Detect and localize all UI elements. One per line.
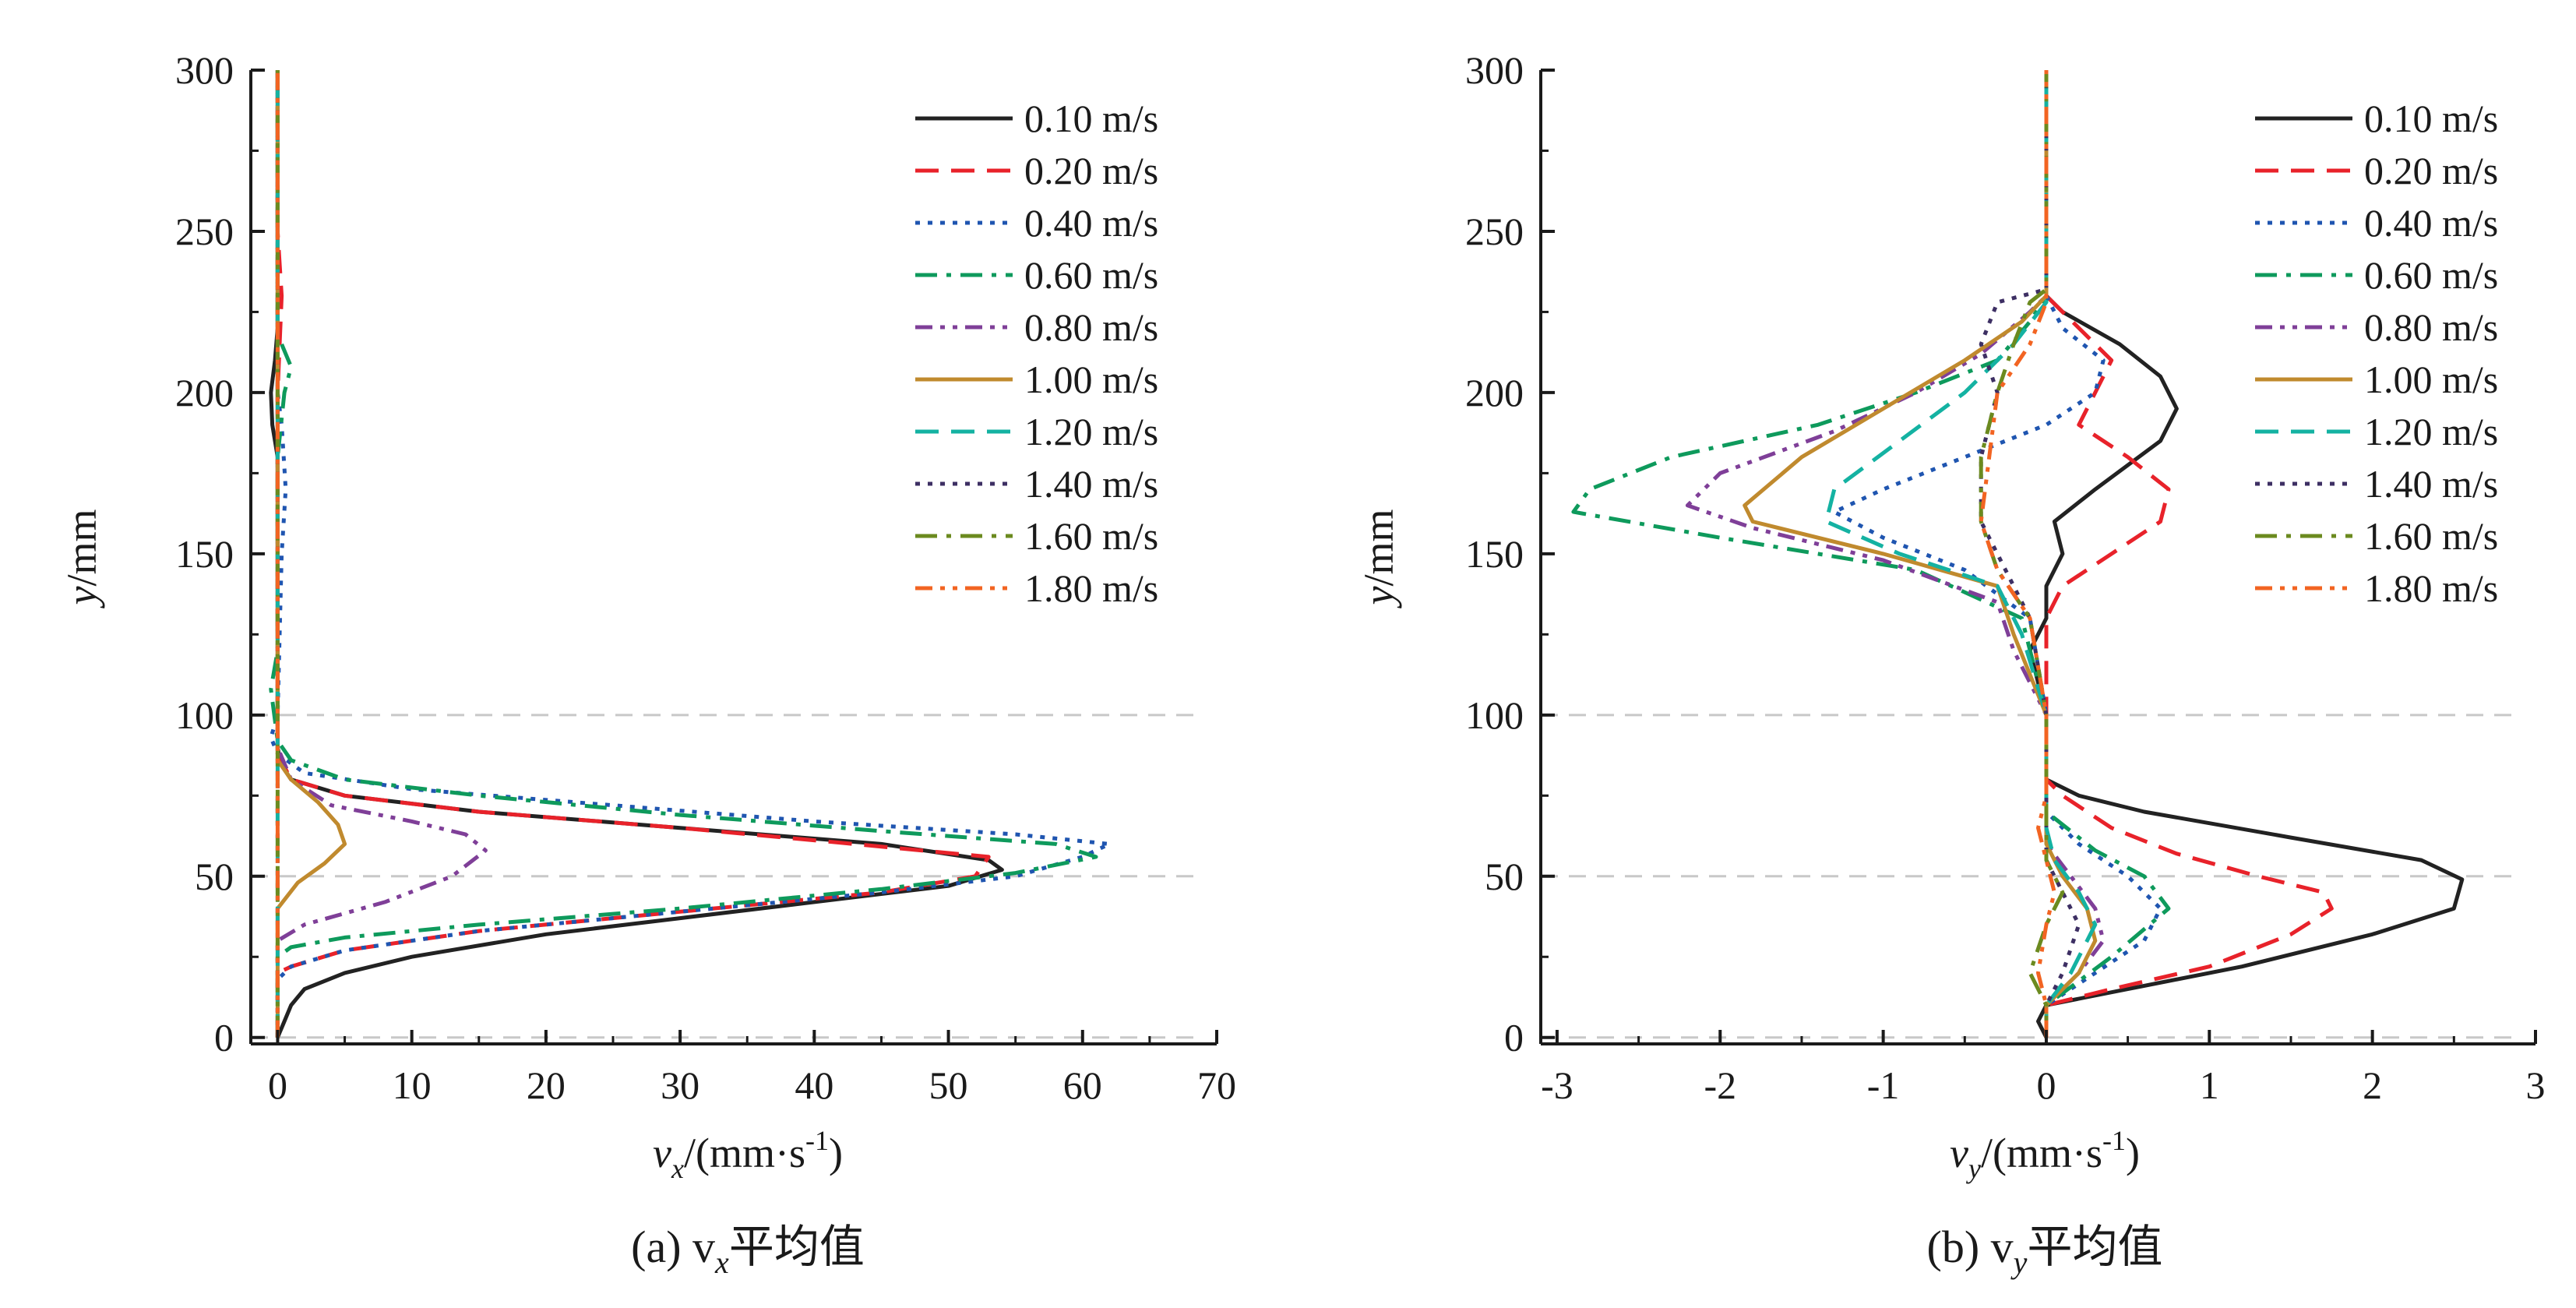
- x-tick-label: 20: [527, 1063, 566, 1107]
- legend-label: 0.20 m/s: [2364, 149, 2498, 192]
- y-tick-label: 0: [214, 1016, 234, 1059]
- x-axis-symbol: v: [1950, 1130, 1968, 1176]
- legend-label: 1.80 m/s: [2364, 566, 2498, 610]
- caption-suffix: 平均值: [2027, 1220, 2162, 1273]
- series-line-7: [1979, 70, 2081, 1038]
- legend-label: 1.00 m/s: [1024, 358, 1158, 401]
- x-tick-label: 0: [2036, 1063, 2056, 1107]
- legend-label: 0.10 m/s: [2364, 97, 2498, 140]
- y-axis-symbol: y: [1355, 586, 1402, 608]
- legend: 0.10 m/s 0.20 m/s 0.40 m/s 0.60 m/s 0.80 m/s…: [915, 97, 1158, 610]
- series-line-2: [269, 70, 1112, 1038]
- y-axis-symbol: y: [58, 586, 105, 608]
- y-tick-label: 0: [1504, 1016, 1524, 1059]
- legend-label: 1.60 m/s: [1024, 514, 1158, 558]
- y-tick-label: 200: [175, 371, 234, 414]
- caption-subscript: x: [714, 1245, 729, 1280]
- legend-label: 0.10 m/s: [1024, 97, 1158, 140]
- caption-prefix: (a) v: [631, 1222, 715, 1272]
- panel-caption: (a) vx平均值: [631, 1220, 865, 1280]
- y-tick-label: 200: [1465, 371, 1524, 414]
- x-axis-superscript: -1: [805, 1125, 829, 1156]
- y-tick-label: 50: [195, 855, 234, 898]
- y-tick-label: 250: [1465, 210, 1524, 253]
- legend-label: 1.60 m/s: [2364, 514, 2498, 558]
- x-axis-superscript: -1: [2102, 1125, 2126, 1156]
- y-tick-label: 300: [175, 48, 234, 92]
- legend-label: 0.40 m/s: [1024, 201, 1158, 245]
- legend-label: 0.60 m/s: [2364, 253, 2498, 297]
- series-line-1: [275, 70, 991, 1038]
- x-tick-label: 2: [2363, 1063, 2382, 1107]
- x-axis-subscript: x: [671, 1153, 684, 1184]
- y-tick-label: 250: [175, 210, 234, 253]
- y-tick-label: 150: [175, 532, 234, 576]
- y-tick-label: 150: [1465, 532, 1524, 576]
- legend-label: 0.40 m/s: [2364, 201, 2498, 245]
- x-axis-title: vx/(mm·s-1): [653, 1125, 843, 1184]
- x-axis-close: ): [829, 1130, 843, 1176]
- legend-label: 0.80 m/s: [2364, 305, 2498, 349]
- legend-label: 1.40 m/s: [2364, 462, 2498, 506]
- x-tick-label: 1: [2200, 1063, 2219, 1107]
- legend-label: 1.00 m/s: [2364, 358, 2498, 401]
- legend-label: 0.60 m/s: [1024, 253, 1158, 297]
- caption-prefix: (b) v: [1927, 1222, 2014, 1272]
- x-tick-label: 50: [929, 1063, 968, 1107]
- y-axis-title: y/mm: [58, 509, 105, 609]
- y-axis-title: y/mm: [1355, 509, 1402, 609]
- y-tick-label: 50: [1485, 855, 1524, 898]
- x-tick-label: 40: [795, 1063, 833, 1107]
- legend-label: 1.20 m/s: [1024, 410, 1158, 453]
- x-axis-unit: /(mm·s: [1981, 1130, 2102, 1176]
- x-tick-label: -3: [1541, 1063, 1573, 1107]
- x-axis-title: vy/(mm·s-1): [1950, 1125, 2140, 1184]
- x-tick-label: 0: [268, 1063, 287, 1107]
- x-axis-close: ): [2126, 1130, 2140, 1176]
- series-line-9: [1979, 70, 2056, 1038]
- x-tick-label: -2: [1704, 1063, 1736, 1107]
- series-line-3: [1571, 70, 2171, 1038]
- legend-label: 0.20 m/s: [1024, 149, 1158, 192]
- series-line-3: [269, 70, 1098, 1038]
- x-axis-symbol: v: [653, 1130, 671, 1176]
- legend-label: 1.40 m/s: [1024, 462, 1158, 506]
- x-tick-label: 10: [393, 1063, 432, 1107]
- x-tick-label: 30: [661, 1063, 700, 1107]
- legend-label: 1.20 m/s: [2364, 410, 2498, 453]
- caption-suffix: 平均值: [729, 1220, 865, 1273]
- legend-label: 1.80 m/s: [1024, 566, 1158, 610]
- y-tick-label: 300: [1465, 48, 1524, 92]
- y-tick-label: 100: [175, 693, 234, 737]
- panel-caption: (b) vy平均值: [1927, 1220, 2163, 1280]
- x-tick-label: 60: [1063, 1063, 1102, 1107]
- x-tick-label: 3: [2526, 1063, 2546, 1107]
- y-axis-unit: /mm: [1355, 509, 1402, 587]
- legend-label: 0.80 m/s: [1024, 305, 1158, 349]
- caption-subscript: y: [2010, 1245, 2028, 1280]
- y-tick-label: 100: [1465, 693, 1524, 737]
- y-axis-unit: /mm: [58, 509, 105, 587]
- series-line-6: [1824, 70, 2098, 1038]
- x-axis-unit: /(mm·s: [684, 1130, 805, 1176]
- legend: 0.10 m/s 0.20 m/s 0.40 m/s 0.60 m/s 0.80 m/s…: [2255, 97, 2498, 610]
- x-tick-label: -1: [1867, 1063, 1900, 1107]
- series-line-2: [1832, 70, 2162, 1038]
- x-axis-subscript: y: [1966, 1153, 1981, 1184]
- x-tick-label: 70: [1197, 1063, 1236, 1107]
